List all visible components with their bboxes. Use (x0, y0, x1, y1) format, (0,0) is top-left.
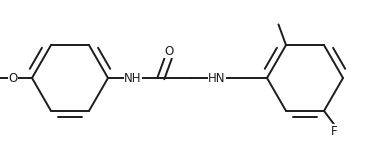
Text: HN: HN (208, 71, 226, 84)
Text: O: O (164, 45, 173, 58)
Text: O: O (8, 71, 18, 84)
Text: NH: NH (124, 71, 142, 84)
Text: F: F (331, 125, 337, 138)
